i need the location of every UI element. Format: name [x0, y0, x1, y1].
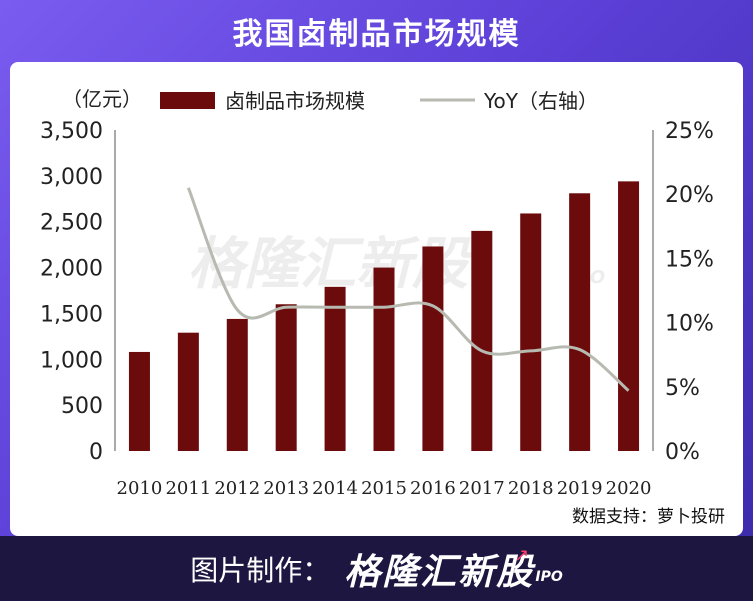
- left-tick-label: 3,000: [40, 165, 103, 190]
- footer-brand: 格隆汇新股: [344, 551, 535, 593]
- right-tick-label: 10%: [665, 312, 714, 337]
- right-tick-label: 25%: [665, 119, 714, 144]
- right-tick-label: 15%: [665, 247, 714, 272]
- legend-bar-swatch: [160, 92, 215, 109]
- header-title: 我国卤制品市场规模: [232, 17, 521, 52]
- right-tick-label: 5%: [665, 376, 700, 401]
- x-tick-label: 2018: [508, 478, 554, 499]
- x-tick-label: 2012: [214, 478, 260, 499]
- x-tick-label: 2020: [606, 478, 652, 499]
- left-tick-label: 3,500: [40, 119, 103, 144]
- bar-2014: [324, 286, 346, 451]
- chart-legend: 卤制品市场规模 YoY（右轴）: [160, 89, 598, 113]
- footer-ipo: IPO: [535, 568, 563, 585]
- x-tick-label: 2015: [361, 478, 407, 499]
- legend-bar-label: 卤制品市场规模: [225, 89, 365, 113]
- chart-axes: 0 500 1,000 1,500 2,000 2,500 3,000 3,500 0% 5% 10…: [40, 87, 714, 499]
- x-tick-label: 2014: [312, 478, 358, 499]
- left-tick-label: 0: [89, 440, 103, 465]
- bar-2016: [422, 246, 444, 451]
- chart-header: 我国卤制品市场规模: [0, 0, 753, 62]
- x-tick-label: 2019: [557, 478, 603, 499]
- left-tick-label: 1,500: [40, 302, 103, 327]
- left-tick-label: 1,000: [40, 348, 103, 373]
- right-tick-label: 20%: [665, 183, 714, 208]
- bar-2019: [569, 193, 591, 452]
- yoy-line: [186, 187, 630, 392]
- yoy-line-series: [186, 187, 630, 392]
- left-tick-label: 2,000: [40, 257, 103, 282]
- right-tick-label: 0%: [665, 440, 700, 465]
- legend-line-label: YoY（右轴）: [483, 89, 598, 113]
- bar-2013: [275, 304, 297, 451]
- bar-series: [128, 181, 640, 452]
- left-tick-label: 2,500: [40, 211, 103, 236]
- x-tick-label: 2013: [263, 478, 309, 499]
- bar-2015: [373, 267, 395, 451]
- bar-2011: [177, 332, 199, 451]
- x-tick-label: 2010: [117, 478, 163, 499]
- bar-2018: [520, 213, 542, 451]
- x-tick-label: 2016: [410, 478, 456, 499]
- chart-card: 格隆汇新股 IPO 0 500 1,000 1,500 2,000 2,500 3,000 3…: [10, 62, 743, 536]
- source-text: 数据支持：萝卜投研: [572, 507, 725, 527]
- bar-2012: [226, 318, 248, 451]
- left-axis-unit: （亿元）: [62, 87, 142, 111]
- left-tick-label: 500: [61, 394, 103, 419]
- x-tick-label: 2017: [459, 478, 505, 499]
- bar-2020: [618, 181, 640, 452]
- footer-label: 图片制作：: [190, 553, 331, 587]
- bar-2010: [128, 351, 150, 451]
- watermark: 格隆汇新股 IPO: [188, 232, 605, 297]
- x-tick-label: 2011: [165, 478, 211, 499]
- footer: 图片制作： 格隆汇新股 ↗ IPO: [0, 536, 753, 601]
- trend-arrow-icon: ↗: [514, 545, 530, 566]
- market-size-chart: 格隆汇新股 IPO 0 500 1,000 1,500 2,000 2,500 3,000 3…: [40, 87, 725, 527]
- bar-2017: [471, 230, 493, 451]
